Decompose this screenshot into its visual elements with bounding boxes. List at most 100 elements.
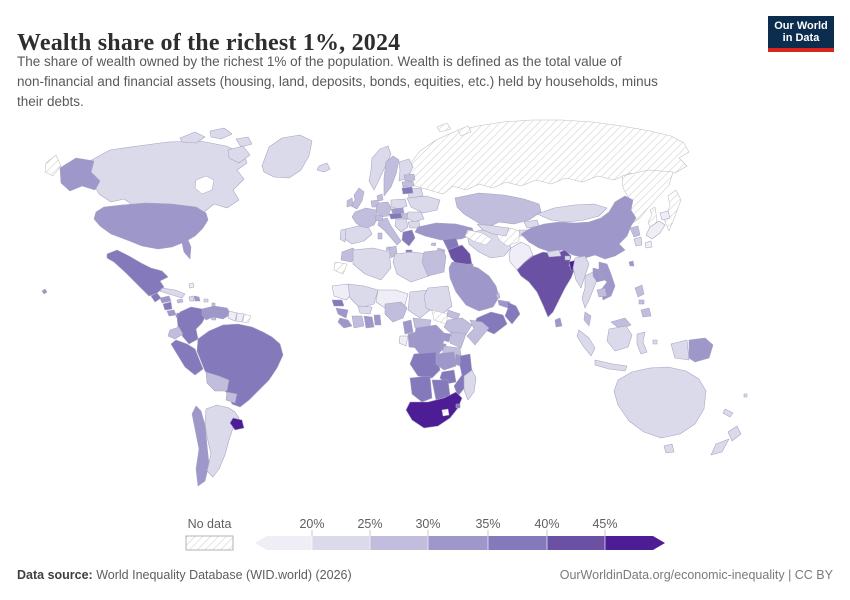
country-puerto-rico[interactable]: Puerto Rico — 20–25%: [203, 298, 209, 303]
country-nepal[interactable]: Nepal — 20–25%: [546, 249, 562, 258]
country-indonesia[interactable]: Indonesia — 20–25%: [594, 359, 628, 372]
country-australia[interactable]: Australia — 20–25%: [663, 443, 675, 454]
country-bolivia[interactable]: Bolivia — 25–30%: [205, 371, 230, 392]
country-south-korea[interactable]: South Korea — 20–25%: [633, 236, 643, 247]
country-algeria[interactable]: Algeria — 20–25%: [352, 247, 392, 281]
country-somalia[interactable]: Somalia — 25–30%: [466, 319, 490, 346]
country-turkey[interactable]: Turkey — 30–35%: [414, 222, 476, 241]
country-ukraine[interactable]: Ukraine — 20–25%: [406, 195, 441, 214]
legend-bin-6[interactable]: [605, 536, 665, 550]
country-south-sudan[interactable]: South Sudan — No data: [431, 309, 449, 325]
country-uganda[interactable]: Uganda — 30–35%: [441, 332, 452, 343]
country-gabon[interactable]: Gabon — <20%: [398, 335, 409, 347]
country-colombia[interactable]: Colombia — 35–40%: [176, 306, 207, 345]
country-portugal[interactable]: Portugal — 20–25%: [339, 228, 347, 243]
country-germany[interactable]: Germany — 25–30%: [375, 201, 392, 218]
country-usa[interactable]: United States — 30–35%: [41, 288, 48, 295]
country-japan[interactable]: Japan — <20%: [659, 210, 671, 221]
country-estonia[interactable]: Estonia — 25–30%: [403, 173, 416, 182]
country-latvia[interactable]: Latvia — 25–30%: [401, 180, 415, 188]
country-mexico[interactable]: Mexico — 35–40%: [106, 249, 169, 297]
country-bhutan[interactable]: Bhutan — 20–25%: [564, 255, 571, 261]
country-czechia[interactable]: Czechia — 30–35%: [390, 207, 405, 215]
legend-bin-0[interactable]: [255, 536, 312, 550]
country-lesser-antilles[interactable]: Lesser Antilles — 25–30%: [211, 302, 216, 307]
country-svalbard[interactable]: Svalbard — No data: [436, 122, 452, 133]
country-russia[interactable]: Russia — No data: [663, 189, 682, 232]
country-italy[interactable]: Italy — 25–30%: [377, 217, 402, 246]
country-jamaica[interactable]: Jamaica — 25–30%: [176, 298, 184, 304]
country-french-guiana[interactable]: French Guiana — No data: [242, 313, 252, 324]
country-philippines[interactable]: Philippines — 25–30%: [638, 299, 645, 305]
country-lesotho[interactable]: Lesotho — No data: [441, 408, 450, 417]
country-philippines[interactable]: Philippines — 25–30%: [640, 307, 652, 318]
country-japan[interactable]: Japan — <20%: [644, 240, 653, 249]
legend-bin-2[interactable]: [370, 536, 428, 550]
country-indonesia[interactable]: Indonesia — 20–25%: [606, 325, 633, 352]
country-indonesia[interactable]: Indonesia — 20–25%: [670, 339, 690, 361]
country-paraguay[interactable]: Paraguay — 25–30%: [225, 391, 238, 404]
country-balkans[interactable]: Balkans — 20–25%: [394, 218, 409, 233]
country-austria[interactable]: Austria — 35–40%: [388, 212, 403, 220]
country-western-sahara[interactable]: Western Sahara — No data: [333, 261, 348, 275]
credit-link[interactable]: OurWorldinData.org/economic-inequality |…: [559, 568, 833, 582]
country-greece[interactable]: Greece — 35–40%: [405, 249, 413, 253]
country-iceland[interactable]: Iceland — 20–25%: [316, 162, 331, 173]
country-ireland[interactable]: Ireland — 25–30%: [346, 197, 354, 208]
country-france[interactable]: France — 25–30%: [351, 207, 379, 230]
country-italy[interactable]: Italy — 25–30%: [377, 232, 383, 240]
country-sierra-leone[interactable]: Sierra Leone — 30–35%: [337, 317, 353, 329]
country-malaysia[interactable]: Malaysia — 25–30%: [583, 311, 592, 327]
country-indonesia[interactable]: Indonesia — 20–25%: [636, 331, 648, 355]
country-canada[interactable]: Canada — 20–25%: [209, 127, 233, 140]
legend-bin-4[interactable]: [488, 536, 547, 550]
country-bahamas[interactable]: Bahamas — <20%: [188, 282, 195, 289]
country-switzerland[interactable]: Switzerland — 25–30%: [374, 214, 384, 222]
country-haiti[interactable]: Haiti — 20–25%: [188, 295, 195, 302]
legend-bin-1[interactable]: [312, 536, 370, 550]
country-north-korea[interactable]: North Korea — 25–30%: [629, 225, 641, 238]
country-suriname[interactable]: Suriname — <20%: [235, 312, 245, 323]
country-indonesia[interactable]: Indonesia — 20–25%: [652, 339, 658, 345]
country-united-kingdom[interactable]: United Kingdom — 25–30%: [350, 187, 365, 210]
country-japan[interactable]: Japan — <20%: [645, 220, 666, 240]
country-south-africa[interactable]: South Africa — 45%+: [405, 391, 463, 429]
country-australia[interactable]: Australia — 20–25%: [613, 366, 707, 439]
country-nigeria[interactable]: Nigeria — 25–30%: [384, 301, 408, 323]
country-mali[interactable]: Mali — 20–25%: [347, 283, 379, 309]
country-chile[interactable]: Chile — 30–35%: [191, 405, 210, 487]
country-burkina-faso[interactable]: Burkina Faso — 20–25%: [357, 305, 373, 315]
country-peru[interactable]: Peru — 35–40%: [170, 339, 204, 376]
legend-bin-3[interactable]: [428, 536, 488, 550]
country-indonesia[interactable]: Indonesia — 20–25%: [576, 329, 596, 357]
country-cambodia[interactable]: Cambodia — 25–30%: [596, 287, 608, 298]
country-canada[interactable]: Canada — 20–25%: [87, 140, 248, 216]
country-fiji[interactable]: Fiji — 20–25%: [743, 393, 748, 398]
country-sri-lanka[interactable]: Sri Lanka — 30–35%: [554, 317, 563, 328]
country-egypt[interactable]: Egypt — 25–30%: [421, 249, 447, 277]
country-guinea[interactable]: Guinea — 30–35%: [335, 307, 349, 319]
owid-logo[interactable]: Our World in Data: [768, 16, 834, 52]
country-turkmenistan[interactable]: Turkmenistan — No data: [464, 229, 493, 246]
country-ghana[interactable]: Ghana — 30–35%: [363, 315, 375, 329]
country-canada[interactable]: Canada — 20–25%: [227, 145, 251, 164]
country-eswatini[interactable]: Eswatini — 35–40%: [455, 403, 461, 409]
country-greenland[interactable]: Greenland — 20–25%: [261, 134, 313, 179]
country-cuba[interactable]: Cuba — 20–25%: [159, 287, 186, 299]
country-guyana[interactable]: Guyana — <20%: [227, 310, 238, 322]
country-taiwan[interactable]: Taiwan — 30–35%: [628, 260, 635, 267]
country-uruguay[interactable]: Uruguay — 45%+: [229, 417, 245, 431]
country-kenya[interactable]: Kenya — 25–30%: [449, 331, 467, 349]
country-angola[interactable]: Angola — 35–40%: [409, 351, 441, 379]
country-qatar[interactable]: Qatar — 25–30%: [495, 292, 501, 299]
country-brazil[interactable]: Brazil — 35–40%: [196, 323, 284, 408]
country-new-zealand[interactable]: New Zealand — 20–25%: [727, 425, 742, 442]
country-russia[interactable]: Russia — No data: [44, 154, 62, 177]
country-myanmar[interactable]: Myanmar — 20–25%: [572, 255, 590, 289]
country-nicaragua[interactable]: Nicaragua — 35–40%: [162, 301, 173, 311]
country-venezuela[interactable]: Venezuela — 30–35%: [201, 305, 232, 321]
country-usa[interactable]: United States — 30–35%: [93, 202, 209, 260]
country-poland[interactable]: Poland — 20–25%: [390, 198, 408, 210]
country-cameroon[interactable]: Cameroon — 30–35%: [402, 319, 414, 335]
country-papua-new-guinea[interactable]: Papua New Guinea — 30–35%: [688, 337, 714, 363]
